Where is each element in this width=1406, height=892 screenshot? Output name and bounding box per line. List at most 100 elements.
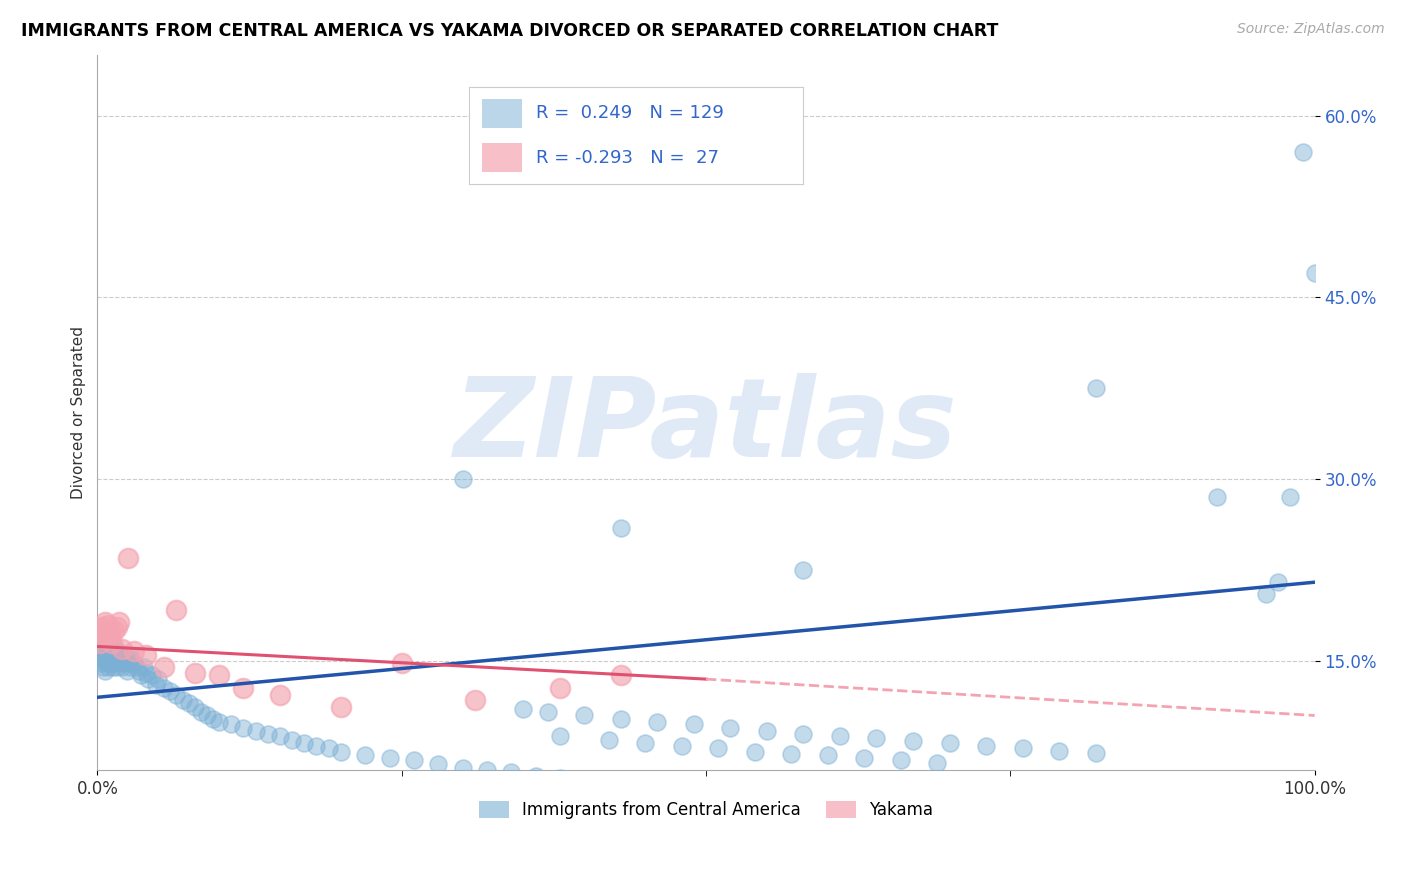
Point (269, 688, 291, 702)
Point (402, 753, 425, 767)
Point (501, 765, 523, 780)
Point (1267, 575, 1289, 590)
Point (138, 672, 160, 686)
Point (245, 724, 267, 739)
Point (208, 668, 231, 682)
Point (574, 708, 596, 723)
Point (101, 644, 124, 658)
Point (707, 741, 730, 756)
Point (97, 660, 120, 674)
Point (94, 654, 117, 668)
Point (524, 769, 547, 783)
Point (451, 761, 474, 775)
Point (89, 636, 111, 650)
Point (475, 763, 498, 777)
Point (232, 721, 254, 735)
Point (172, 692, 194, 706)
Point (718, 787, 741, 801)
Point (574, 775, 596, 789)
Point (427, 756, 450, 771)
Point (98, 650, 121, 665)
Point (621, 778, 644, 792)
Point (865, 731, 887, 746)
Point (111, 641, 134, 656)
Point (129, 668, 152, 682)
Point (548, 772, 571, 786)
Point (1047, 743, 1070, 757)
Point (537, 705, 560, 719)
Point (451, 472, 474, 486)
Point (101, 654, 124, 668)
Point (132, 660, 155, 674)
Point (890, 753, 912, 767)
Point (184, 666, 207, 681)
Point (938, 736, 960, 750)
Point (1157, 813, 1180, 827)
Point (114, 654, 136, 668)
Point (817, 748, 839, 763)
Point (101, 636, 124, 650)
Point (634, 736, 657, 750)
Text: ZIPatlas: ZIPatlas (454, 374, 957, 481)
Point (96, 648, 118, 662)
Y-axis label: Divorced or Separated: Divorced or Separated (72, 326, 86, 499)
Point (744, 745, 766, 759)
Point (201, 712, 224, 726)
Point (768, 790, 790, 805)
Point (792, 563, 814, 577)
Point (744, 789, 766, 804)
Point (269, 729, 291, 743)
Point (1206, 491, 1229, 505)
Point (100, 657, 122, 671)
Point (135, 666, 157, 681)
Point (927, 756, 949, 770)
Point (329, 745, 352, 759)
Text: Source: ZipAtlas.com: Source: ZipAtlas.com (1237, 22, 1385, 37)
Point (96, 657, 118, 671)
Point (111, 660, 134, 674)
Point (1084, 381, 1107, 395)
Point (93, 644, 115, 658)
Point (1036, 807, 1059, 822)
Point (93, 664, 115, 678)
Point (153, 660, 176, 674)
Point (97, 617, 120, 632)
Point (122, 657, 145, 671)
Point (93, 615, 115, 630)
Point (108, 615, 131, 630)
Point (148, 672, 170, 686)
Point (125, 660, 148, 674)
Point (391, 657, 413, 671)
Point (115, 664, 138, 678)
Point (98, 627, 121, 641)
Point (792, 726, 814, 740)
Point (100, 648, 122, 662)
Point (305, 739, 328, 753)
Point (378, 751, 401, 765)
Point (828, 729, 851, 743)
Point (98, 640, 121, 654)
Point (128, 664, 150, 678)
Point (1133, 813, 1156, 827)
Point (94, 624, 117, 638)
Point (1291, 145, 1313, 159)
Point (963, 804, 986, 818)
Point (938, 803, 960, 817)
Point (974, 739, 997, 753)
Point (610, 668, 633, 682)
Point (93, 651, 115, 665)
Point (718, 721, 741, 735)
Point (1084, 810, 1107, 824)
Point (104, 651, 127, 665)
Point (792, 793, 814, 807)
Point (145, 678, 167, 692)
Point (647, 714, 669, 729)
Point (987, 805, 1010, 820)
Point (101, 660, 124, 674)
Point (190, 705, 212, 719)
Text: IMMIGRANTS FROM CENTRAL AMERICA VS YAKAMA DIVORCED OR SEPARATED CORRELATION CHAR: IMMIGRANTS FROM CENTRAL AMERICA VS YAKAM… (21, 22, 998, 40)
Point (111, 657, 134, 671)
Point (901, 734, 924, 748)
Point (1011, 741, 1033, 756)
Point (120, 660, 142, 674)
